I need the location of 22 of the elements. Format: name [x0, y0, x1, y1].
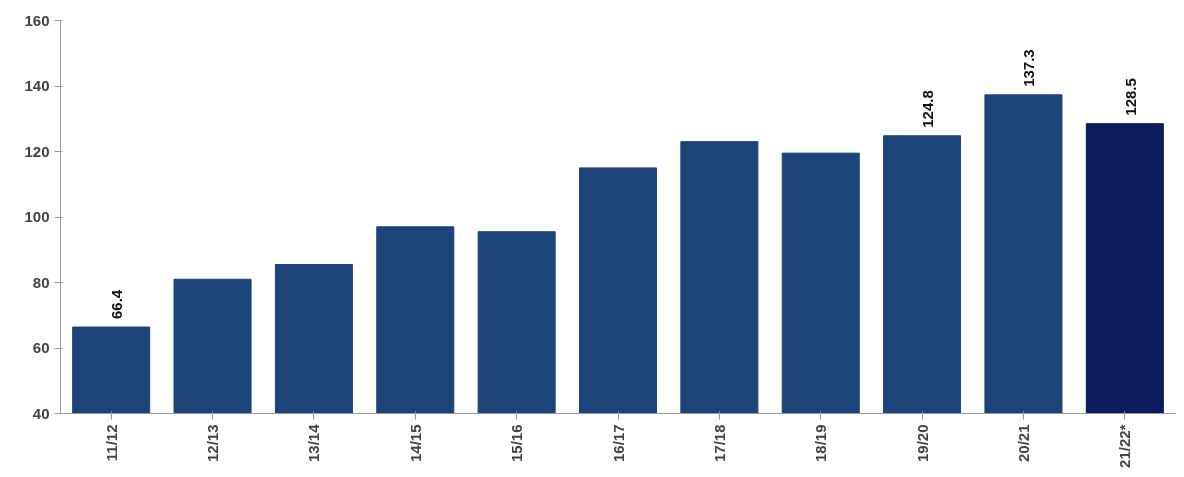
- y-tick-label: 40: [32, 404, 50, 422]
- y-tick-label: 60: [32, 339, 50, 356]
- y-tick-label: 140: [24, 77, 50, 94]
- data-label: 137.3: [1020, 49, 1038, 87]
- x-tick-label: 13/14: [305, 423, 323, 463]
- x-tick-label: 16/17: [609, 424, 627, 463]
- y-tick-label: 100: [24, 208, 50, 225]
- data-label: 124.8: [919, 90, 937, 128]
- x-tick-label: 21/22*: [1116, 424, 1134, 468]
- x-tick-label: 14/15: [406, 424, 424, 463]
- x-tick-label: 17/18: [710, 424, 728, 463]
- data-label: 128.5: [1121, 78, 1139, 116]
- y-tick-label: 80: [32, 273, 50, 291]
- x-tick-label: 15/16: [508, 424, 526, 463]
- y-tick-label: 120: [24, 142, 50, 160]
- x-tick-label: 19/20: [913, 424, 931, 463]
- x-tick-label: 11/12: [102, 424, 120, 462]
- data-label: 66.4: [108, 289, 126, 320]
- x-tick-label: 12/13: [204, 424, 222, 463]
- y-tick-label: 160: [24, 11, 50, 29]
- x-tick-label: 18/19: [812, 424, 830, 463]
- x-tick-label: 20/21: [1014, 424, 1032, 463]
